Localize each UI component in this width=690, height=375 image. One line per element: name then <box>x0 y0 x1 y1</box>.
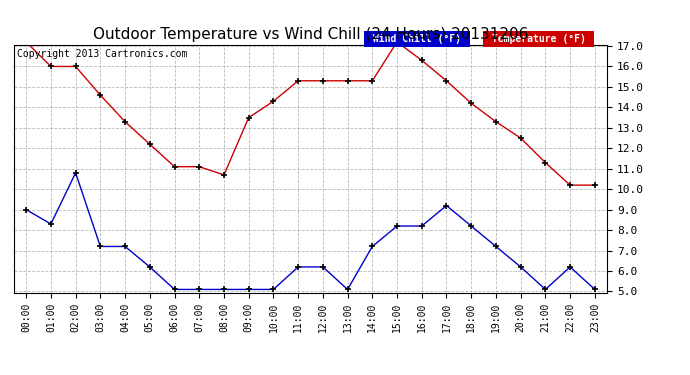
Title: Outdoor Temperature vs Wind Chill (24 Hours) 20131206: Outdoor Temperature vs Wind Chill (24 Ho… <box>93 27 528 42</box>
Text: Temperature (°F): Temperature (°F) <box>486 34 591 44</box>
Text: Wind Chill (°F): Wind Chill (°F) <box>367 34 466 44</box>
Text: Copyright 2013 Cartronics.com: Copyright 2013 Cartronics.com <box>17 49 187 59</box>
